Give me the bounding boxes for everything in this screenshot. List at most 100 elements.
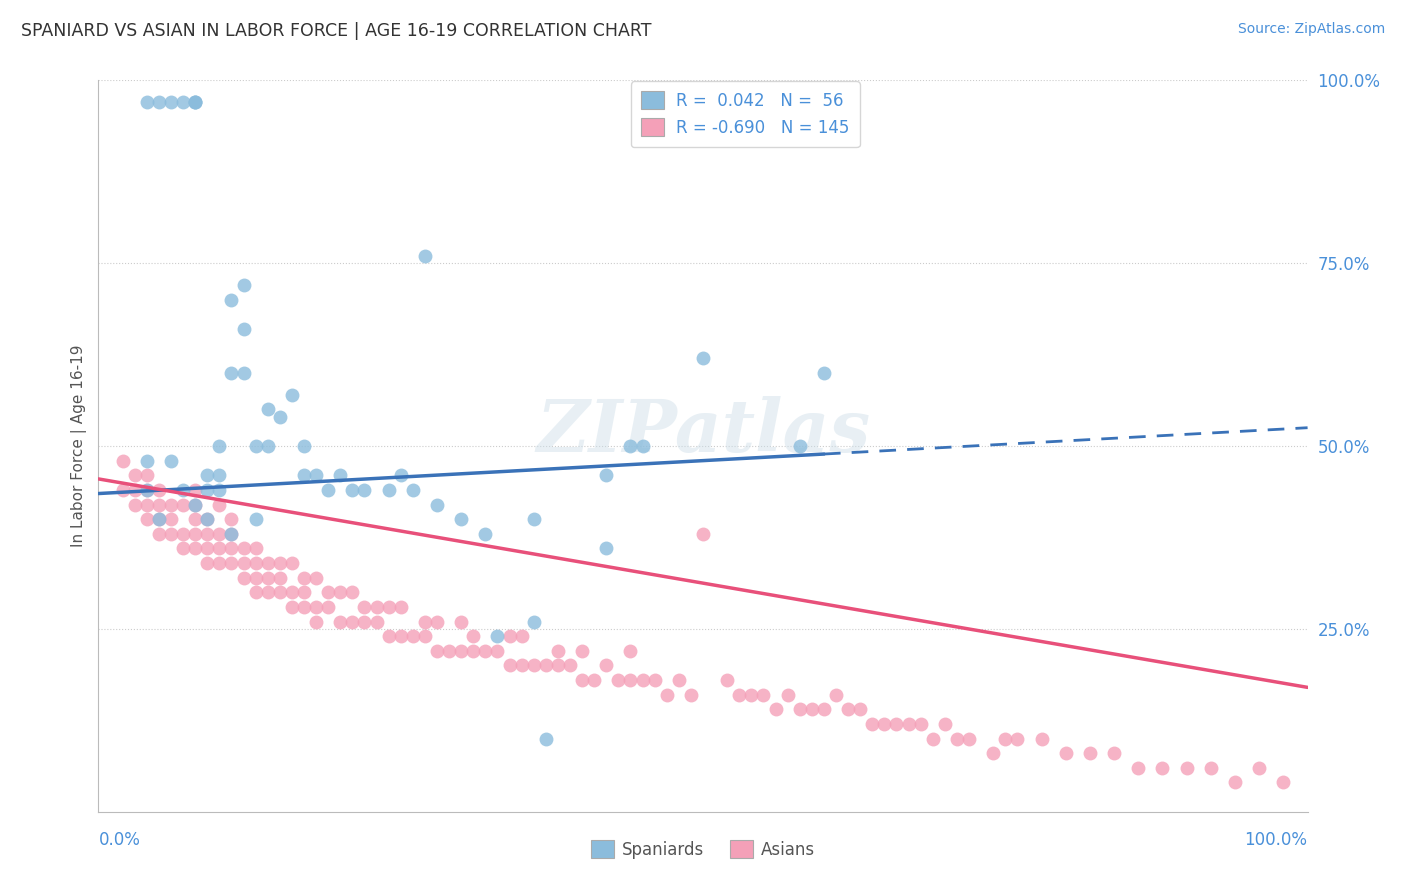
Point <box>135 453 157 467</box>
Point <box>825 688 848 702</box>
Point <box>208 541 231 556</box>
Point <box>740 688 762 702</box>
Point <box>221 512 243 526</box>
Point <box>426 644 449 658</box>
Point <box>389 468 412 483</box>
Point <box>873 717 896 731</box>
Point <box>377 483 399 497</box>
Point <box>281 388 304 402</box>
Point <box>148 512 170 526</box>
Point <box>184 526 207 541</box>
Point <box>221 556 243 570</box>
Point <box>292 468 315 483</box>
Point <box>437 644 460 658</box>
Point <box>195 526 218 541</box>
Point <box>994 731 1017 746</box>
Point <box>184 95 207 110</box>
Point <box>172 541 194 556</box>
Point <box>184 512 207 526</box>
Point <box>256 402 278 417</box>
Point <box>232 541 254 556</box>
Text: ZIPatlas: ZIPatlas <box>536 396 870 467</box>
Point <box>921 731 943 746</box>
Point <box>269 571 291 585</box>
Point <box>897 717 920 731</box>
Point <box>463 629 485 643</box>
Point <box>208 468 231 483</box>
Point <box>135 95 157 110</box>
Point <box>1031 731 1053 746</box>
Point <box>366 615 388 629</box>
Text: 100.0%: 100.0% <box>1244 830 1308 848</box>
Point <box>316 585 339 599</box>
Point <box>329 615 352 629</box>
Point <box>413 629 436 643</box>
Point <box>981 746 1004 760</box>
Point <box>655 688 678 702</box>
Point <box>208 439 231 453</box>
Point <box>135 483 157 497</box>
Point <box>305 615 328 629</box>
Point <box>148 95 170 110</box>
Point <box>389 599 412 614</box>
Text: Source: ZipAtlas.com: Source: ZipAtlas.com <box>1237 22 1385 37</box>
Point <box>232 571 254 585</box>
Point <box>547 658 569 673</box>
Point <box>160 526 183 541</box>
Point <box>849 702 872 716</box>
Point <box>450 615 472 629</box>
Point <box>281 556 304 570</box>
Point <box>111 453 134 467</box>
Point <box>1054 746 1077 760</box>
Point <box>547 644 569 658</box>
Point <box>256 571 278 585</box>
Point <box>172 526 194 541</box>
Point <box>486 644 509 658</box>
Point <box>498 629 520 643</box>
Point <box>305 468 328 483</box>
Point <box>184 541 207 556</box>
Point <box>135 468 157 483</box>
Point <box>692 351 714 366</box>
Point <box>474 644 496 658</box>
Point <box>353 599 375 614</box>
Point <box>692 526 714 541</box>
Point <box>571 673 593 687</box>
Point <box>631 439 654 453</box>
Point <box>957 731 980 746</box>
Point <box>208 483 231 497</box>
Point <box>342 615 364 629</box>
Point <box>172 498 194 512</box>
Point <box>571 644 593 658</box>
Point <box>256 556 278 570</box>
Point <box>534 658 557 673</box>
Point <box>377 629 399 643</box>
Point <box>245 556 267 570</box>
Point <box>195 512 218 526</box>
Point <box>934 717 956 731</box>
Point <box>232 322 254 336</box>
Point <box>232 556 254 570</box>
Point <box>813 366 835 380</box>
Point <box>245 571 267 585</box>
Point <box>281 585 304 599</box>
Point <box>619 673 641 687</box>
Point <box>195 541 218 556</box>
Point <box>305 571 328 585</box>
Point <box>232 278 254 293</box>
Point <box>160 498 183 512</box>
Point <box>148 498 170 512</box>
Point <box>1249 761 1271 775</box>
Point <box>607 673 630 687</box>
Point <box>184 95 207 110</box>
Point <box>124 483 146 497</box>
Point <box>305 599 328 614</box>
Point <box>631 673 654 687</box>
Point <box>886 717 908 731</box>
Point <box>510 658 533 673</box>
Point <box>595 468 617 483</box>
Point <box>221 526 243 541</box>
Point <box>292 599 315 614</box>
Point <box>316 483 339 497</box>
Point <box>377 599 399 614</box>
